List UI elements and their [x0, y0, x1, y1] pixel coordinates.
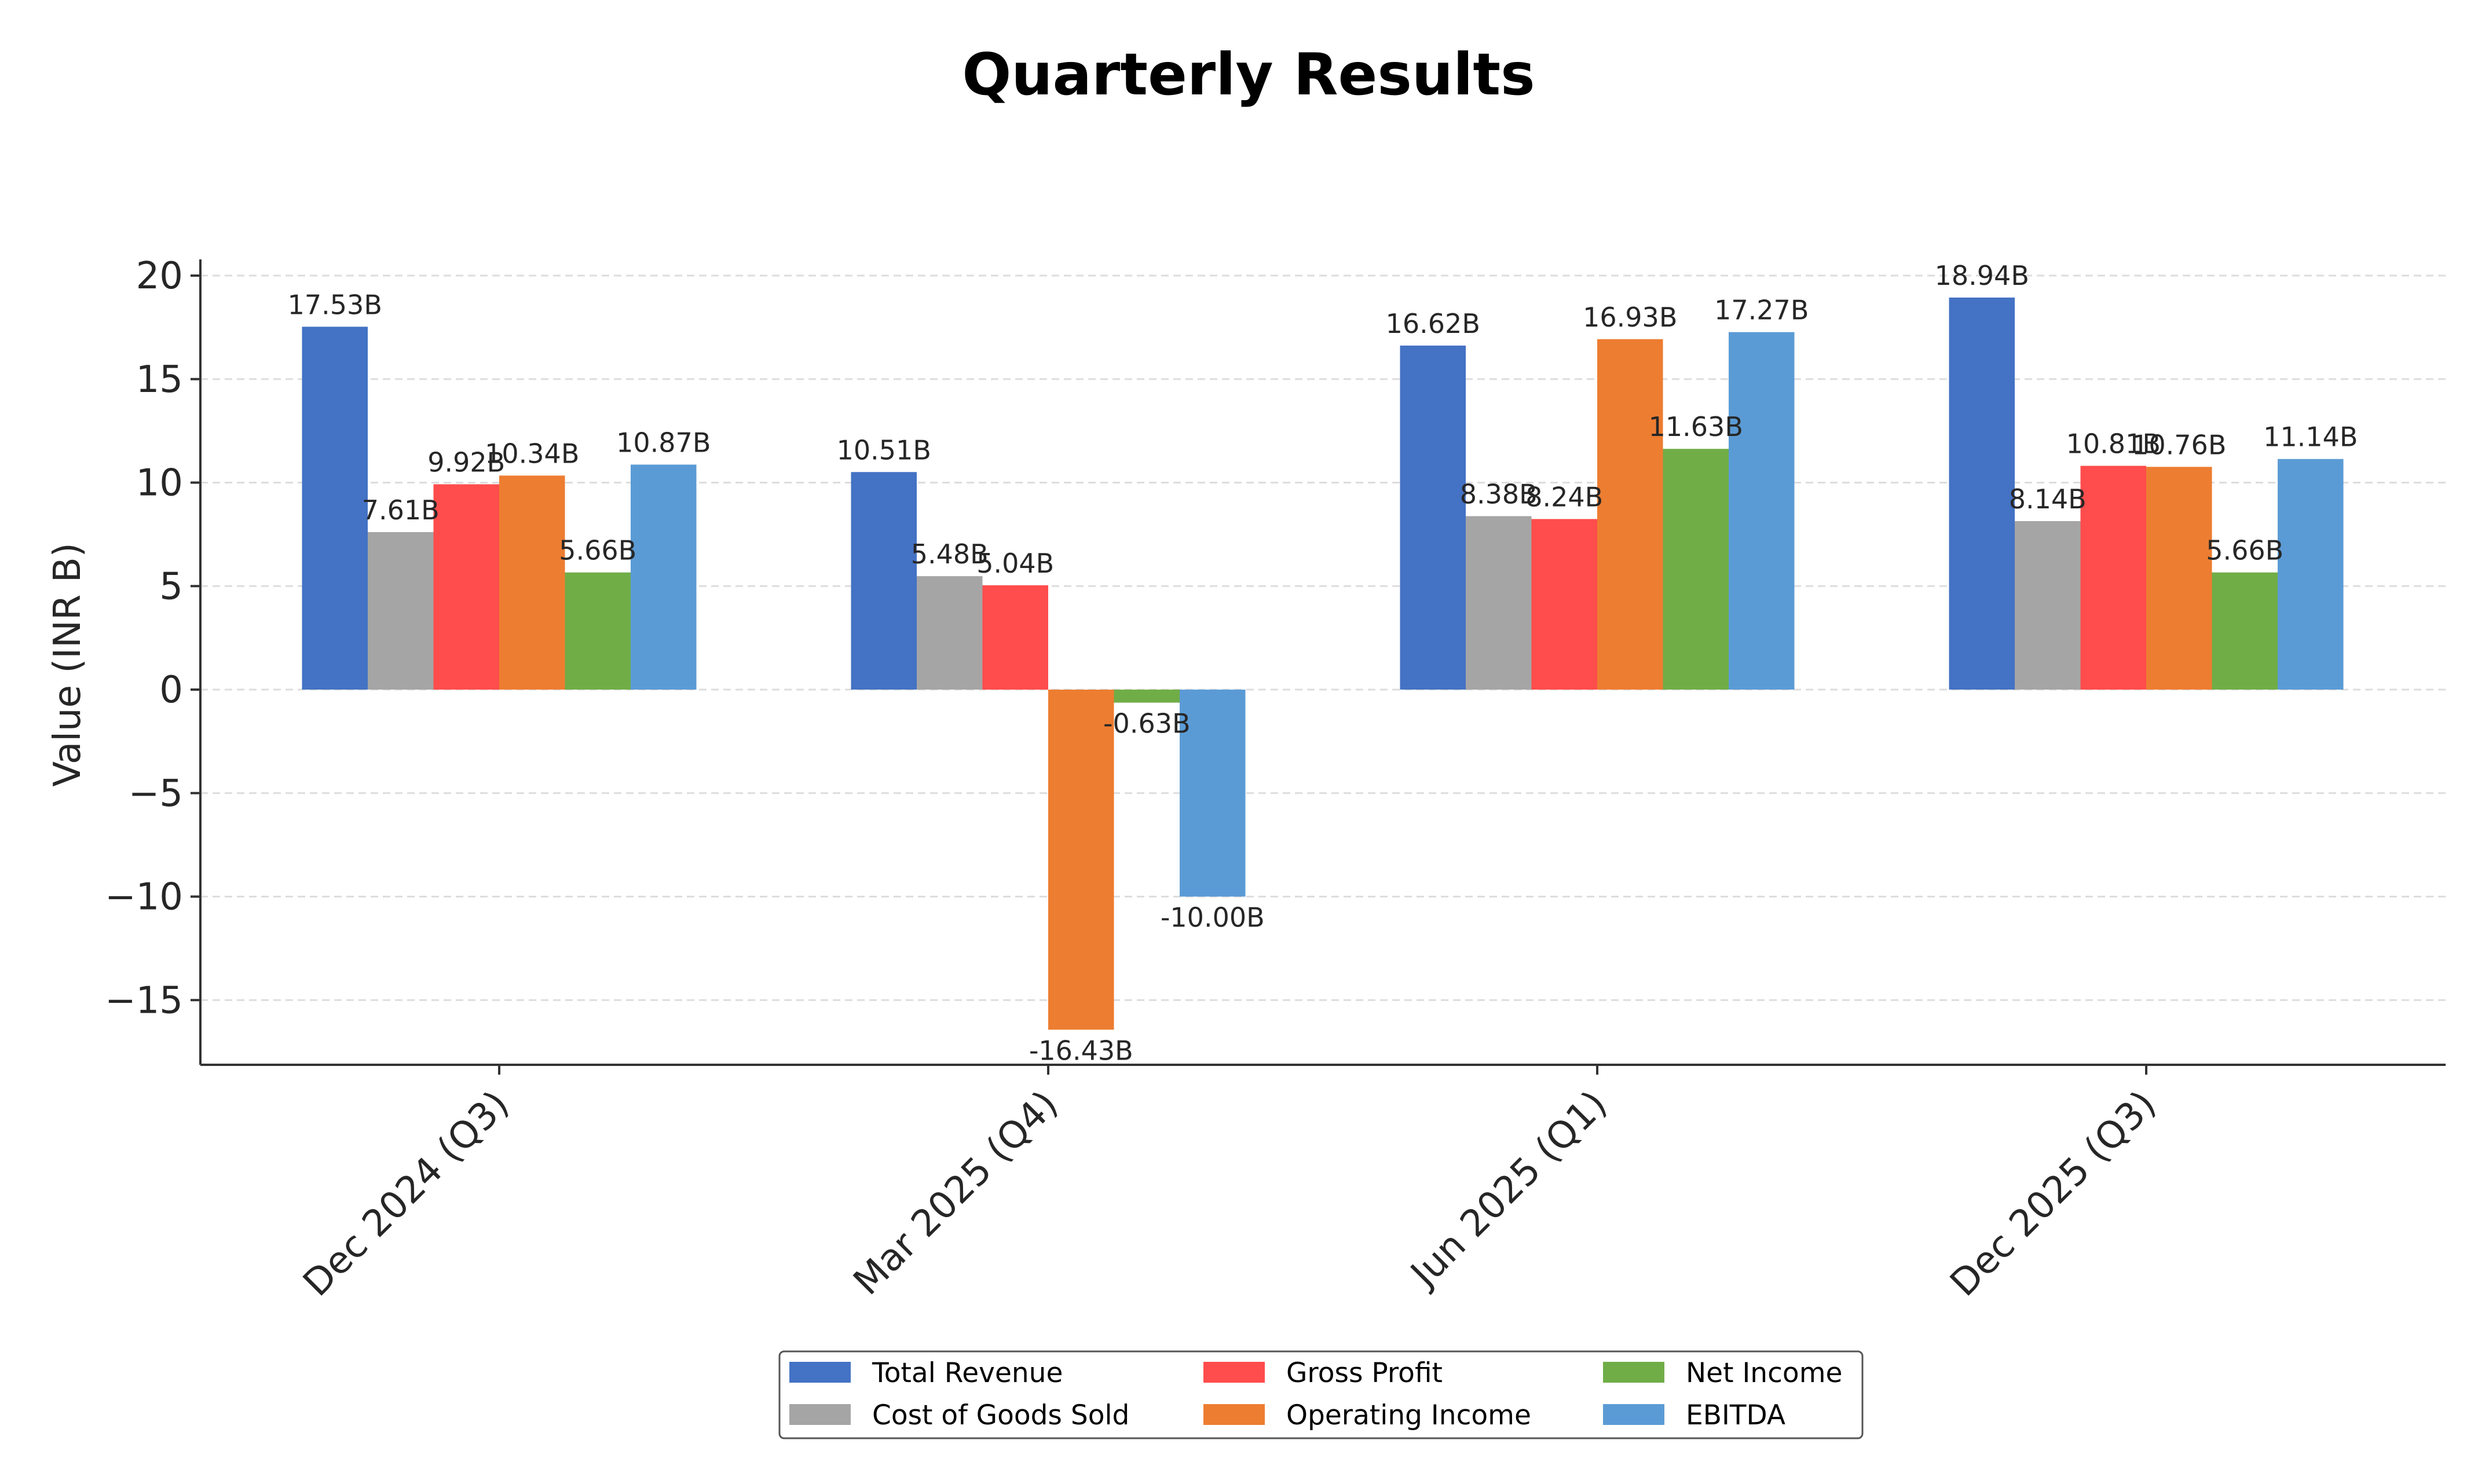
y-tick-label: 5: [159, 565, 183, 608]
bar: [302, 327, 368, 690]
bar: [433, 484, 499, 690]
data-label: 8.14B: [2009, 483, 2087, 515]
bar: [631, 464, 697, 690]
y-tick-label: 10: [136, 462, 183, 505]
data-label: 10.81B: [2066, 428, 2161, 460]
data-label: 17.27B: [1714, 295, 1809, 326]
y-tick-label: −15: [105, 979, 183, 1022]
bar: [1048, 690, 1114, 1030]
data-label: 18.94B: [1935, 260, 2029, 291]
bar: [2278, 459, 2344, 690]
data-label: 9.92B: [427, 446, 505, 478]
legend-swatch: [1203, 1362, 1265, 1383]
legend-label: Gross Profit: [1286, 1357, 1443, 1389]
y-tick-label: 20: [136, 255, 183, 298]
legend-label: EBITDA: [1686, 1399, 1785, 1431]
bar: [982, 585, 1048, 690]
y-tick-label: 15: [136, 358, 183, 401]
data-label: 5.48B: [911, 538, 989, 570]
x-tick-label: Dec 2024 (Q3): [295, 1083, 518, 1305]
legend-box: [778, 1350, 1864, 1439]
legend-label: Net Income: [1686, 1357, 1842, 1389]
bar: [2080, 466, 2146, 690]
y-axis-label: Value (INR B): [46, 543, 89, 787]
bar: [1531, 519, 1597, 690]
bar: [1663, 449, 1729, 690]
data-label: -0.63B: [1103, 708, 1191, 739]
bar: [2015, 521, 2081, 690]
legend: Total Revenue Cost of Goods Sold Gross Pro…: [778, 1350, 1864, 1439]
y-tick-label: 0: [159, 669, 183, 712]
data-label: 11.14B: [2263, 422, 2358, 453]
bar: [2146, 467, 2212, 690]
legend-swatch: [789, 1404, 851, 1425]
chart-title: Quarterly Results: [962, 41, 1535, 108]
data-label: 7.61B: [362, 494, 440, 526]
bar: [2212, 572, 2278, 690]
bar: [1400, 345, 1466, 690]
legend-label: Total Revenue: [872, 1357, 1063, 1389]
bar: [368, 532, 434, 690]
bar: [499, 475, 565, 690]
axes: −15 −10 −5 0 5 10 15 20 Dec 2024 (Q3) Mar 2025 (Q…: [105, 255, 2446, 1305]
bars: [302, 297, 2344, 1030]
data-label: 11.63B: [1649, 411, 1743, 442]
bar: [1597, 339, 1663, 690]
legend-swatch: [1203, 1404, 1265, 1425]
data-label: 10.51B: [837, 434, 931, 466]
y-tick-label: −10: [105, 876, 183, 919]
x-tick-label: Jun 2025 (Q1): [1401, 1083, 1616, 1297]
data-label: 5.04B: [976, 548, 1054, 579]
bar: [851, 472, 917, 690]
bar: [1729, 332, 1795, 690]
grid-lines: [200, 274, 2446, 1001]
bar: [565, 572, 631, 690]
bar: [1466, 516, 1532, 690]
data-label: -16.43B: [1029, 1035, 1133, 1066]
data-label: 8.24B: [1525, 481, 1603, 512]
data-label: 16.62B: [1386, 308, 1480, 339]
legend-label: Cost of Goods Sold: [872, 1399, 1129, 1431]
data-label: -10.00B: [1161, 902, 1265, 933]
data-label: 17.53B: [288, 289, 382, 320]
bar: [1114, 690, 1180, 703]
x-tick-label: Mar 2025 (Q4): [846, 1083, 1066, 1303]
legend-swatch: [789, 1362, 851, 1383]
bar: [917, 576, 983, 690]
data-label: 10.87B: [616, 427, 711, 458]
bar: [1949, 297, 2015, 690]
y-tick-label: −5: [129, 772, 183, 815]
data-label: 5.66B: [559, 535, 636, 566]
data-label: 10.76B: [2132, 429, 2226, 460]
legend-swatch: [1603, 1362, 1664, 1383]
data-label: 16.93B: [1583, 302, 1677, 333]
data-label: 8.38B: [1460, 478, 1538, 510]
data-label: 5.66B: [2206, 535, 2283, 566]
legend-swatch: [1603, 1404, 1664, 1425]
x-tick-label: Dec 2025 (Q3): [1942, 1083, 2165, 1305]
data-label: 10.34B: [485, 438, 579, 469]
bar: [1180, 690, 1246, 897]
legend-label: Operating Income: [1286, 1399, 1531, 1431]
